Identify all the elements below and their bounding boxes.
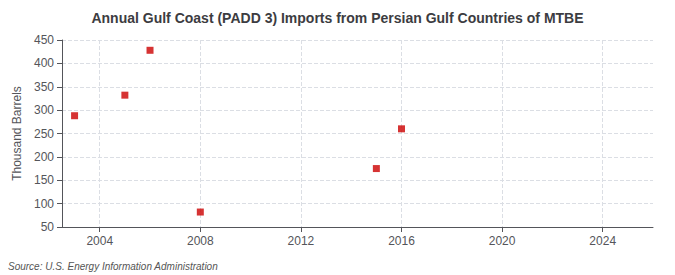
svg-text:400: 400 — [34, 56, 54, 70]
svg-text:100: 100 — [34, 197, 54, 211]
svg-text:250: 250 — [34, 127, 54, 141]
svg-text:50: 50 — [41, 220, 55, 234]
svg-text:2012: 2012 — [288, 234, 315, 248]
svg-text:200: 200 — [34, 150, 54, 164]
svg-text:2004: 2004 — [86, 234, 113, 248]
svg-text:2024: 2024 — [589, 234, 616, 248]
svg-text:350: 350 — [34, 80, 54, 94]
svg-text:2016: 2016 — [388, 234, 415, 248]
svg-text:150: 150 — [34, 173, 54, 187]
svg-text:Annual Gulf Coast (PADD 3) Imp: Annual Gulf Coast (PADD 3) Imports from … — [91, 10, 583, 26]
svg-text:Thousand Barrels: Thousand Barrels — [10, 86, 24, 181]
svg-text:300: 300 — [34, 103, 54, 117]
svg-text:Source: U.S. Energy Informatio: Source: U.S. Energy Information Administ… — [8, 261, 218, 272]
svg-text:2020: 2020 — [489, 234, 516, 248]
svg-text:2008: 2008 — [187, 234, 214, 248]
svg-text:450: 450 — [34, 33, 54, 47]
